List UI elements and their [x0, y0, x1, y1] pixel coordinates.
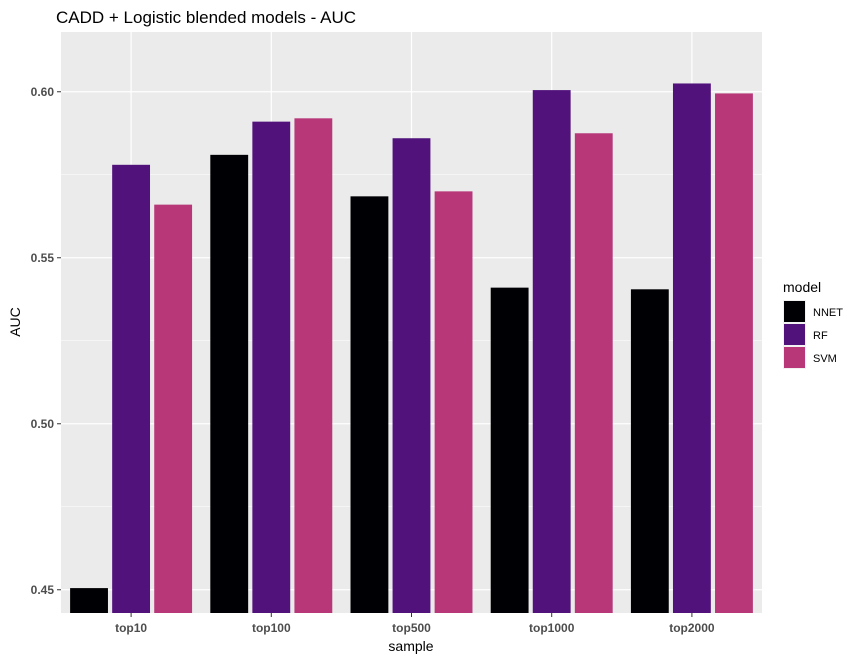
- y-tick-label: 0.55: [31, 251, 55, 265]
- y-tick-label: 0.50: [31, 417, 55, 431]
- bar-nnet-top500: [350, 196, 389, 613]
- legend-title: model: [783, 279, 821, 295]
- bar-rf-top500: [392, 138, 431, 614]
- bar-svm-top2000: [715, 93, 753, 614]
- y-tick-label: 0.45: [31, 583, 55, 597]
- legend: model NNET RF SVM: [783, 279, 843, 369]
- y-axis-title: AUC: [7, 307, 23, 337]
- legend-swatch-rf: [784, 324, 805, 345]
- bars: [70, 83, 753, 614]
- bar-rf-top10: [112, 164, 151, 614]
- legend-label-svm: SVM: [813, 353, 837, 365]
- x-tick-label: top2000: [669, 621, 715, 635]
- bar-rf-top2000: [672, 83, 711, 613]
- legend-swatch-svm: [784, 347, 805, 368]
- x-axis-ticks: top10 top100 top500 top1000 top2000: [115, 613, 715, 635]
- bar-nnet-top2000: [630, 289, 669, 613]
- bar-rf-top1000: [532, 90, 571, 614]
- x-tick-label: top100: [252, 621, 291, 635]
- bar-svm-top500: [434, 191, 473, 614]
- bar-svm-top10: [154, 204, 193, 613]
- x-axis-title: sample: [388, 638, 433, 654]
- bar-rf-top100: [252, 121, 291, 613]
- y-tick-label: 0.60: [31, 85, 55, 99]
- x-tick-label: top500: [392, 621, 431, 635]
- legend-label-rf: RF: [813, 330, 828, 342]
- bar-svm-top100: [294, 118, 333, 613]
- legend-swatch-nnet: [784, 301, 805, 322]
- bar-nnet-top10: [70, 588, 108, 613]
- bar-svm-top1000: [574, 133, 613, 613]
- y-axis-ticks: 0.45 0.50 0.55 0.60: [31, 85, 61, 597]
- bar-nnet-top1000: [490, 287, 529, 613]
- chart-title: CADD + Logistic blended models - AUC: [56, 8, 356, 27]
- x-tick-label: top1000: [529, 621, 575, 635]
- bar-nnet-top100: [210, 154, 249, 613]
- x-tick-label: top10: [115, 621, 147, 635]
- legend-label-nnet: NNET: [813, 307, 843, 319]
